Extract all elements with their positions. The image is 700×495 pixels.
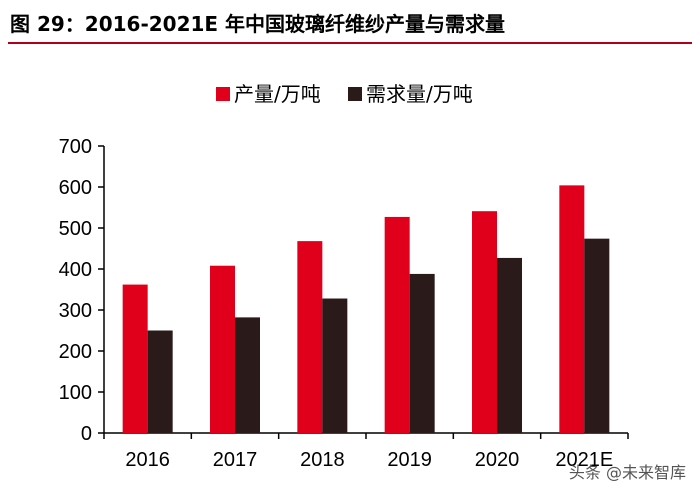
x-axis: 2016 2017 2018 2019 2020 2021E (103, 432, 629, 471)
demand-bar (584, 238, 610, 433)
x-tick-label: 2018 (300, 449, 345, 471)
y-tick-label: 700 (59, 136, 92, 158)
legend-swatch (216, 87, 230, 101)
production-bar (297, 241, 323, 433)
y-tick-label: 300 (59, 300, 92, 322)
x-tick-label: 2017 (213, 449, 258, 471)
x-tick-label: 2021E (555, 449, 613, 471)
demand-bar (235, 317, 260, 433)
demand-bar (322, 298, 348, 433)
title-underline (8, 42, 692, 44)
demand-bar (497, 257, 522, 433)
y-tick-label: 200 (59, 341, 92, 363)
legend-swatch (348, 87, 362, 101)
chart-title: 图 29：2016-2021E 年中国玻璃纤维纱产量与需求量 (10, 12, 506, 36)
y-axis: 0 100 200 300 400 500 600 700 (59, 136, 105, 445)
legend-label: 产量/万吨 (234, 82, 321, 106)
x-tick-label: 2019 (387, 449, 432, 471)
chart-legend: 产量/万吨 需求量/万吨 (216, 82, 473, 106)
y-tick-label: 100 (59, 382, 92, 404)
production-bar (122, 284, 148, 433)
demand-bar (409, 273, 435, 433)
bars-group (122, 185, 610, 433)
y-tick-label: 0 (81, 423, 92, 445)
production-bar (210, 265, 235, 433)
x-tick-label: 2020 (475, 449, 520, 471)
production-bar (559, 185, 585, 433)
production-bar (384, 216, 410, 433)
production-bar (472, 211, 497, 433)
y-tick-label: 400 (59, 259, 92, 281)
x-tick-label: 2016 (125, 449, 170, 471)
y-tick-label: 600 (59, 177, 92, 199)
legend-label: 需求量/万吨 (366, 82, 473, 106)
watermark: 头条 @未来智库 (568, 463, 686, 482)
demand-bar (147, 330, 173, 433)
y-tick-label: 500 (59, 218, 92, 240)
